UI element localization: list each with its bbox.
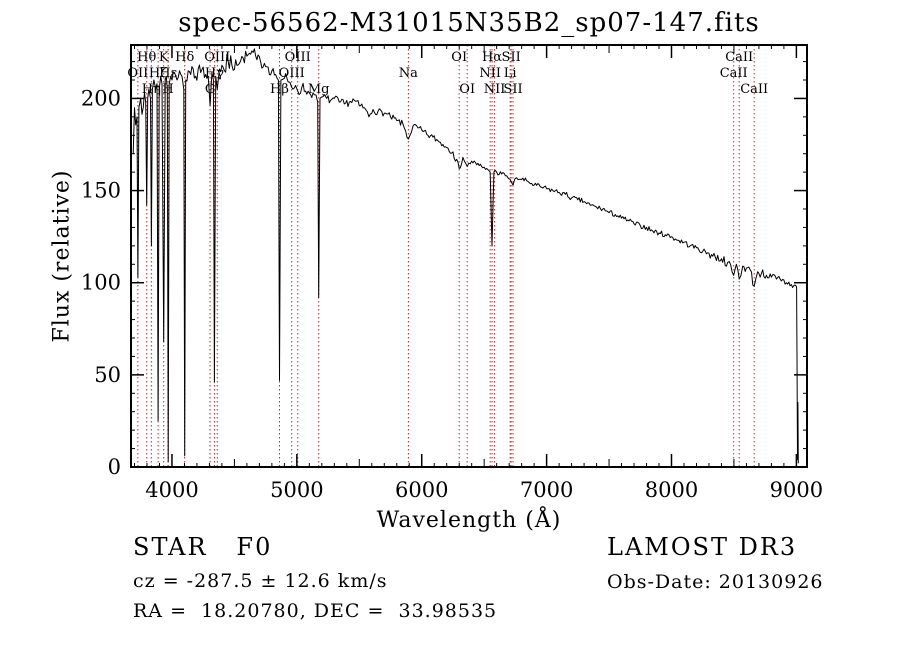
spectral-line-label: Hγ <box>205 66 224 81</box>
spectral-line-label: NII <box>479 66 501 81</box>
spectral-line-label: Hη <box>142 82 161 97</box>
y-tick-label: 200 <box>81 86 121 110</box>
spectral-line-label: CaII <box>740 82 768 97</box>
spectral-line-label: OIII <box>285 50 311 65</box>
spectral-line-label: OIII <box>279 66 305 81</box>
spectral-line-label: Hθ <box>137 50 156 65</box>
spectrum-trace <box>132 48 799 464</box>
spectral-line-label: SII <box>502 50 521 65</box>
cz-velocity-text: cz = -287.5 ± 12.6 km/s <box>133 570 388 592</box>
y-tick-label: 100 <box>81 271 121 295</box>
x-tick-label: 4000 <box>145 478 198 502</box>
x-tick-label: 9000 <box>770 478 823 502</box>
x-tick-label: 8000 <box>645 478 698 502</box>
spectral-line-label: CaII <box>725 50 753 65</box>
spectral-line-label: NII <box>484 82 506 97</box>
classification-text: STAR F0 <box>133 533 273 561</box>
y-tick-label: 150 <box>81 179 121 203</box>
obs-date-text: Obs-Date: 20130926 <box>607 571 824 593</box>
spectral-line-label: Hζ <box>149 66 167 81</box>
spectral-line-label: Mg <box>308 82 330 97</box>
spectral-line-label: SII <box>503 82 522 97</box>
spectral-line-label: G <box>205 82 215 97</box>
spectral-line-label: Na <box>399 66 418 81</box>
x-tick-label: 7000 <box>520 478 573 502</box>
y-tick-label: 0 <box>108 455 121 479</box>
wavelength-axis-label: Wavelength (Å) <box>376 508 562 533</box>
y-tick-label: 50 <box>94 363 121 387</box>
spectral-line-label: CaII <box>720 66 748 81</box>
x-tick-label: 6000 <box>395 478 448 502</box>
spectral-line-label: Hε <box>159 66 177 81</box>
survey-release-text: LAMOST DR3 <box>607 533 798 561</box>
spectral-line-label: K <box>159 50 169 65</box>
spectral-line-label: OII <box>127 66 148 81</box>
spectral-line-label: OI <box>459 82 475 97</box>
spectral-line-label: OI <box>451 50 467 65</box>
spectral-line-label: Hδ <box>175 50 194 65</box>
spectral-line-label: OIII <box>204 50 230 65</box>
spectral-line-label: Hβ <box>270 82 289 97</box>
ra-dec-text: RA = 18.20780, DEC = 33.98535 <box>133 600 498 622</box>
plot-frame <box>130 44 808 468</box>
spectral-line-label: Li <box>504 66 517 81</box>
spectral-line-label: Hα <box>482 50 502 65</box>
page-title: spec-56562-M31015N35B2_sp07-147.fits <box>178 8 760 38</box>
x-tick-label: 5000 <box>270 478 323 502</box>
spectral-line-label: H <box>162 82 173 97</box>
